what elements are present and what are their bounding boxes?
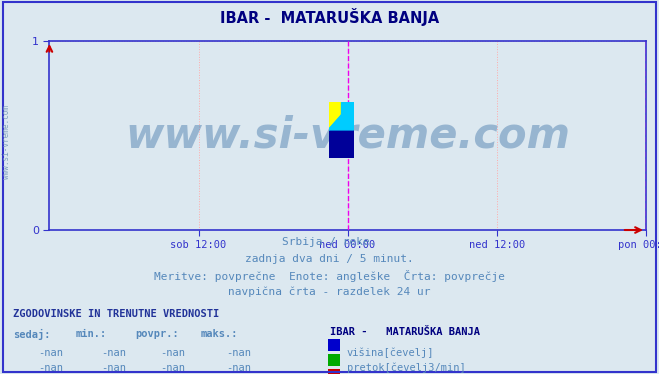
Text: zadnja dva dni / 5 minut.: zadnja dva dni / 5 minut. xyxy=(245,254,414,264)
Text: višina[čevelj]: višina[čevelj] xyxy=(347,348,434,358)
Text: www.si-vreme.com: www.si-vreme.com xyxy=(2,105,11,179)
Text: -nan: -nan xyxy=(101,363,126,373)
Text: pretok[čevelj3/min]: pretok[čevelj3/min] xyxy=(347,363,465,373)
Text: -nan: -nan xyxy=(101,348,126,358)
Text: IBAR -  MATARUŠKA BANJA: IBAR - MATARUŠKA BANJA xyxy=(220,8,439,26)
Text: www.si-vreme.com: www.si-vreme.com xyxy=(125,114,570,157)
Text: -nan: -nan xyxy=(38,348,63,358)
Text: Meritve: povprečne  Enote: angleške  Črta: povprečje: Meritve: povprečne Enote: angleške Črta:… xyxy=(154,270,505,282)
Text: -nan: -nan xyxy=(226,348,251,358)
Text: maks.:: maks.: xyxy=(201,329,239,339)
Text: ZGODOVINSKE IN TRENUTNE VREDNOSTI: ZGODOVINSKE IN TRENUTNE VREDNOSTI xyxy=(13,309,219,319)
Text: -nan: -nan xyxy=(160,348,185,358)
Text: Srbija / reke.: Srbija / reke. xyxy=(282,237,377,248)
Text: sedaj:: sedaj: xyxy=(13,329,51,340)
Text: -nan: -nan xyxy=(38,363,63,373)
Text: -nan: -nan xyxy=(160,363,185,373)
Text: -nan: -nan xyxy=(226,363,251,373)
Text: min.:: min.: xyxy=(76,329,107,339)
Text: povpr.:: povpr.: xyxy=(135,329,179,339)
Text: IBAR -   MATARUŠKA BANJA: IBAR - MATARUŠKA BANJA xyxy=(330,327,480,337)
Text: navpična črta - razdelek 24 ur: navpična črta - razdelek 24 ur xyxy=(228,287,431,297)
